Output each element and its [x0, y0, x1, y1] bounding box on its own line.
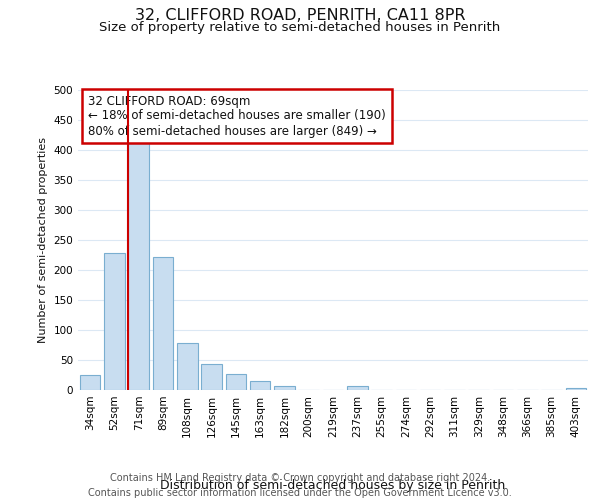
Bar: [226, 374, 246, 390]
Bar: [566, 388, 586, 390]
Bar: [80, 375, 100, 390]
X-axis label: Distribution of semi-detached houses by size in Penrith: Distribution of semi-detached houses by …: [160, 478, 506, 492]
Text: 32, CLIFFORD ROAD, PENRITH, CA11 8PR: 32, CLIFFORD ROAD, PENRITH, CA11 8PR: [135, 8, 465, 22]
Bar: [274, 386, 295, 390]
Bar: [201, 364, 222, 390]
Bar: [104, 253, 125, 390]
Bar: [128, 144, 149, 390]
Bar: [250, 381, 271, 390]
Bar: [347, 386, 368, 390]
Text: Contains HM Land Registry data © Crown copyright and database right 2024.
Contai: Contains HM Land Registry data © Crown c…: [88, 472, 512, 498]
Text: Size of property relative to semi-detached houses in Penrith: Size of property relative to semi-detach…: [100, 21, 500, 34]
Text: 32 CLIFFORD ROAD: 69sqm
← 18% of semi-detached houses are smaller (190)
80% of s: 32 CLIFFORD ROAD: 69sqm ← 18% of semi-de…: [88, 94, 386, 138]
Y-axis label: Number of semi-detached properties: Number of semi-detached properties: [38, 137, 48, 343]
Bar: [152, 257, 173, 390]
Bar: [177, 343, 197, 390]
